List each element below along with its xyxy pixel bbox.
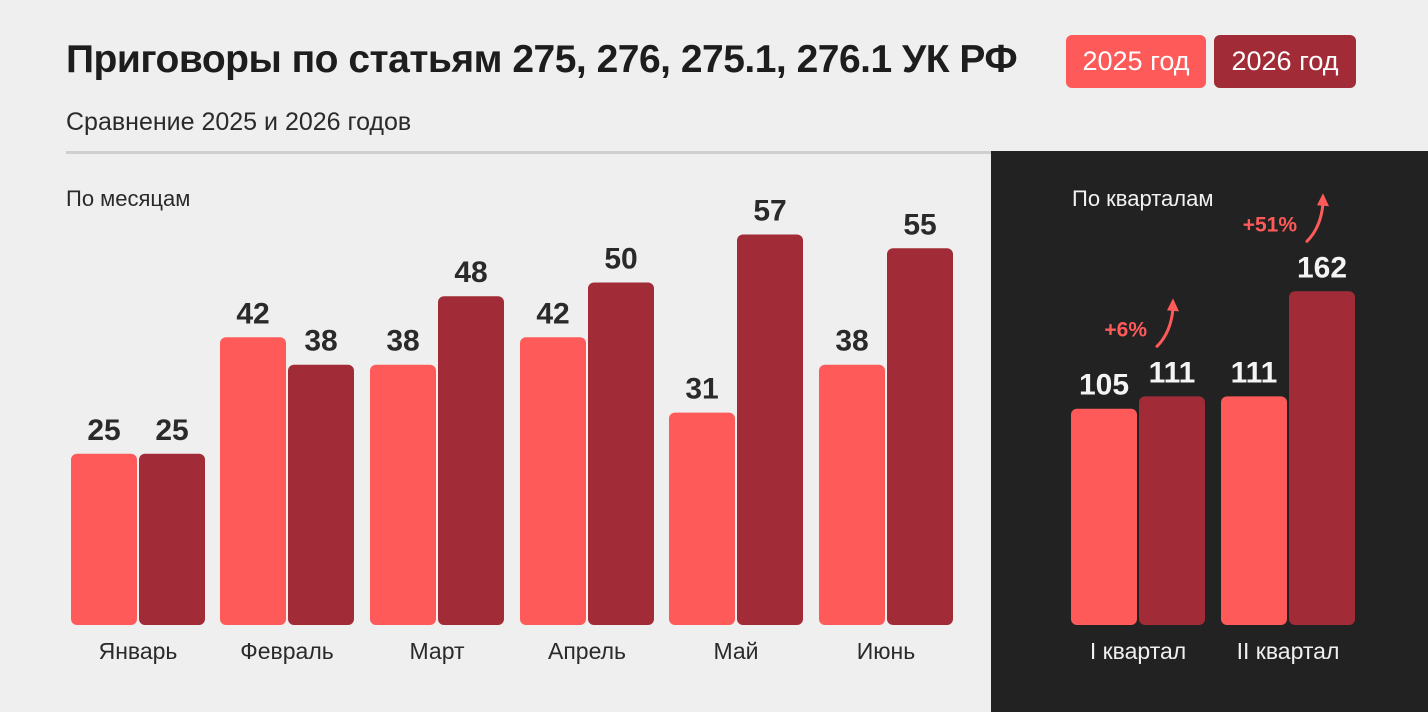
category-label: Февраль (240, 638, 333, 664)
growth-arrowhead-icon (1317, 193, 1329, 207)
category-label: Март (409, 638, 464, 664)
quarterly-section-label: По кварталам (1072, 186, 1214, 211)
bar-2026-4 (588, 282, 654, 625)
legend-2025: 2025 год (1066, 35, 1206, 88)
quarter-bar-2025-1 (1071, 408, 1137, 625)
bar-2026-3 (438, 296, 504, 625)
bar-2025-1 (71, 453, 137, 625)
bar-2025-5 (669, 412, 735, 625)
bar-2025-2 (220, 337, 286, 625)
bar-2026-5 (737, 234, 803, 626)
value-label: 38 (835, 325, 868, 358)
chart-title: Приговоры по статьям 275, 276, 275.1, 27… (66, 38, 1018, 81)
value-label: 38 (304, 325, 337, 358)
value-label: 55 (903, 208, 936, 241)
legend-2026: 2026 год (1214, 35, 1356, 88)
bar-2025-6 (819, 364, 885, 625)
category-label: Июнь (857, 638, 915, 664)
category-label: I квартал (1090, 638, 1186, 664)
header-divider (66, 151, 991, 154)
monthly-chart: 25 25 Январь 42 38 Февраль 38 48 Март 42 50 Апрель 3… (71, 195, 953, 664)
growth-arrow-icon (1155, 306, 1175, 348)
value-label: 38 (386, 325, 419, 358)
value-label: 111 (1149, 356, 1196, 389)
value-label: 25 (87, 414, 120, 447)
growth-arrow-icon (1305, 201, 1325, 243)
quarter-bar-2025-2 (1221, 396, 1287, 625)
category-label: Январь (99, 638, 178, 664)
growth-label: +6% (1104, 318, 1147, 341)
growth-arrowhead-icon (1167, 298, 1179, 312)
value-label: 57 (753, 195, 786, 228)
category-label: II квартал (1237, 638, 1340, 664)
quarterly-panel (991, 151, 1428, 712)
value-label: 111 (1231, 356, 1278, 389)
value-label: 50 (604, 243, 637, 276)
value-label: 31 (685, 373, 718, 406)
value-label: 105 (1079, 369, 1129, 402)
bar-2025-4 (520, 337, 586, 625)
bar-2025-3 (370, 364, 436, 625)
quarter-bar-2026-1 (1139, 396, 1205, 625)
category-label: Апрель (548, 638, 626, 664)
value-label: 42 (236, 297, 269, 330)
bar-2026-1 (139, 453, 205, 625)
value-label: 25 (155, 414, 188, 447)
bar-2026-2 (288, 364, 354, 625)
bar-2026-6 (887, 248, 953, 625)
value-label: 42 (536, 297, 569, 330)
quarter-bar-2026-2 (1289, 291, 1355, 625)
value-label: 162 (1297, 251, 1347, 284)
growth-label: +51% (1243, 213, 1298, 236)
value-label: 48 (454, 256, 487, 289)
chart-subtitle: Сравнение 2025 и 2026 годов (66, 108, 412, 136)
monthly-section-label: По месяцам (66, 186, 191, 211)
category-label: Май (713, 638, 758, 664)
